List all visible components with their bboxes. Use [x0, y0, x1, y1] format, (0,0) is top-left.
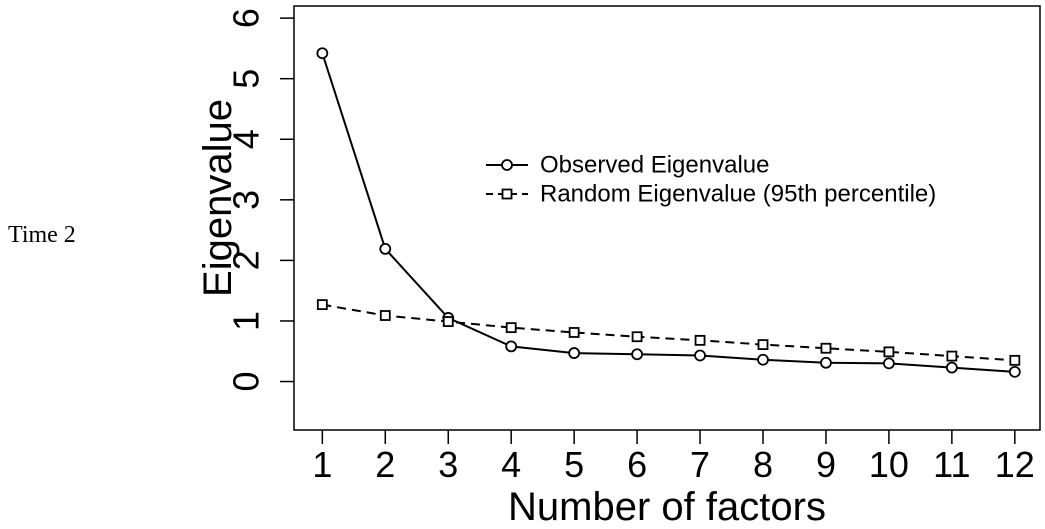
- data-point: [505, 340, 518, 353]
- legend-item: Observed Eigenvalue: [486, 152, 769, 179]
- x-tick-label: 10: [869, 444, 909, 485]
- data-point: [694, 349, 706, 362]
- y-tick-label: 1: [226, 311, 267, 331]
- data-point: [883, 346, 895, 358]
- y-tick-label: 6: [226, 8, 267, 28]
- x-tick-label: 9: [816, 444, 836, 485]
- data-point: [820, 356, 832, 369]
- data-point: [316, 299, 328, 311]
- series-line: [321, 52, 1015, 373]
- legend-label: Random Eigenvalue (95th percentile): [540, 181, 936, 208]
- x-tick-label: 7: [690, 444, 710, 485]
- legend-item: Random Eigenvalue (95th percentile): [486, 181, 936, 208]
- data-point: [379, 310, 391, 321]
- data-point: [1008, 365, 1021, 378]
- series-layer: [316, 47, 1021, 378]
- data-point: [945, 361, 958, 374]
- data-point: [946, 350, 958, 362]
- series-line: [322, 303, 1015, 362]
- data-point: [820, 342, 832, 354]
- x-tick-label: 11: [933, 444, 970, 485]
- x-tick-label: 12: [995, 444, 1035, 485]
- series-2: [316, 299, 1021, 366]
- legend-label: Observed Eigenvalue: [540, 152, 769, 179]
- data-point: [442, 316, 454, 327]
- y-axis: 0 1 2 3 4 5 6: [226, 8, 294, 392]
- legend-marker: [501, 159, 513, 171]
- plot-box: [293, 5, 1041, 431]
- data-point: [1009, 354, 1021, 366]
- y-tick-label: 4: [226, 129, 267, 149]
- data-point: [316, 47, 329, 60]
- data-point: [379, 242, 392, 255]
- x-tick-label: 8: [753, 444, 773, 485]
- y-axis-title: Eigenvalue: [196, 99, 240, 297]
- data-point: [757, 353, 769, 366]
- x-tick-label: 6: [627, 444, 647, 485]
- data-point: [694, 334, 706, 346]
- data-point: [757, 339, 769, 350]
- legend-marker: [501, 188, 513, 200]
- plot-frame: [293, 5, 1041, 431]
- x-tick-label: 3: [438, 444, 458, 485]
- x-tick-label: 4: [501, 444, 521, 485]
- data-point: [631, 331, 643, 343]
- y-tick-label: 5: [226, 69, 267, 89]
- series-1: [316, 47, 1021, 378]
- side-label: Time 2: [8, 222, 76, 248]
- y-tick-label: 2: [226, 250, 267, 270]
- data-point: [631, 348, 643, 361]
- data-point: [505, 322, 517, 334]
- x-axis-title: Number of factors: [508, 485, 826, 529]
- y-tick-label: 3: [226, 190, 267, 210]
- y-tick-label: 0: [226, 372, 267, 392]
- x-tick-label: 5: [564, 444, 584, 485]
- x-tick-label: 2: [375, 444, 395, 485]
- x-axis: 1 2 3 4 5 6 7 8 9 10 11 12: [312, 430, 1035, 485]
- x-tick-label: 1: [312, 444, 332, 485]
- data-point: [568, 347, 581, 359]
- data-point: [568, 327, 580, 338]
- data-point: [883, 357, 895, 370]
